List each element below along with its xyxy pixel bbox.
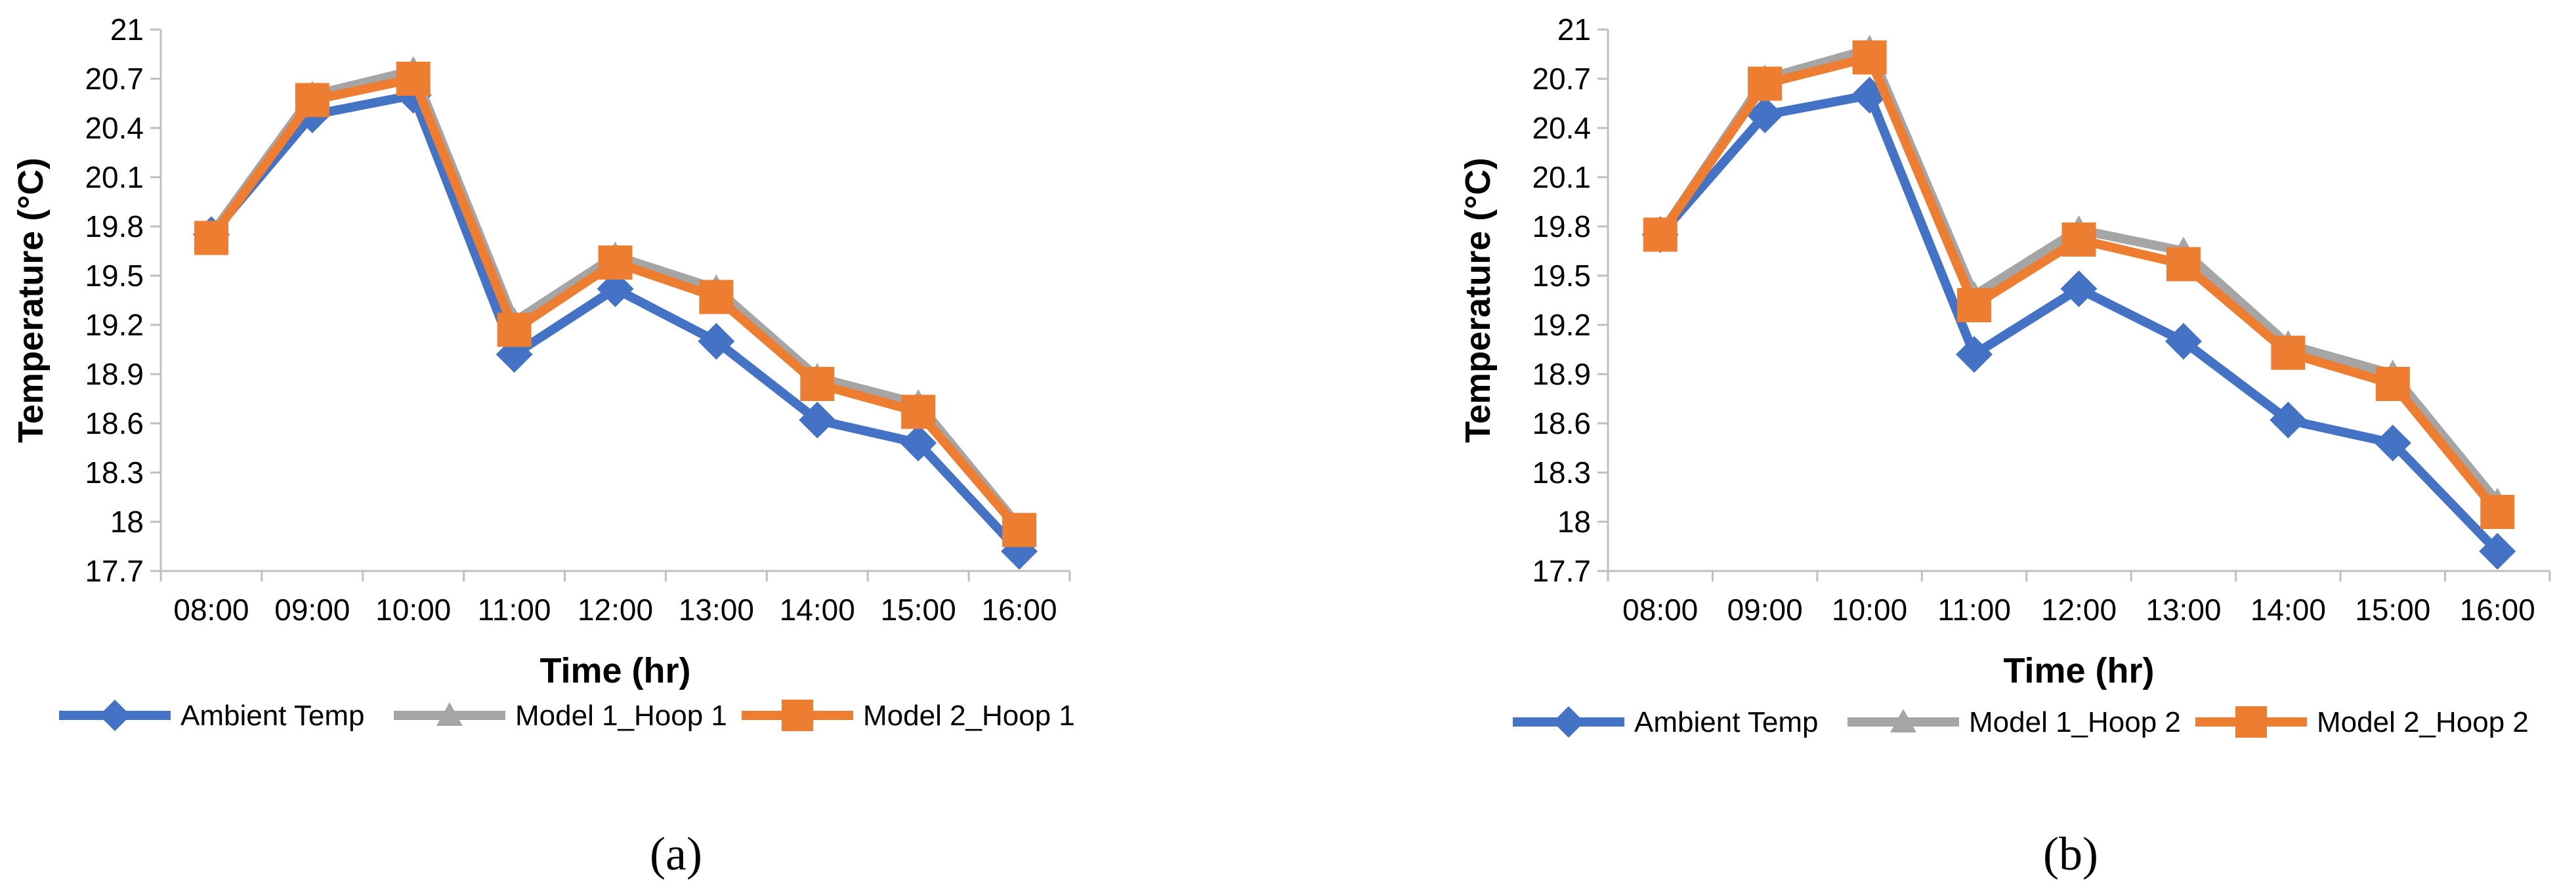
y-tick-label: 20.7	[85, 62, 144, 96]
x-tick-label: 08:00	[173, 593, 249, 627]
series-2-point	[497, 312, 532, 347]
series-line-0	[207, 91, 1023, 555]
y-tick-label: 18	[110, 505, 144, 539]
x-tick-label: 11:00	[1937, 593, 2011, 627]
y-tick-label: 18.6	[85, 406, 144, 440]
series-2-point	[2061, 222, 2096, 257]
x-tick-label: 11:00	[478, 593, 551, 627]
series-0-point	[900, 425, 937, 461]
series-0-point	[2479, 533, 2516, 570]
x-tick-label: 16:00	[2460, 593, 2535, 627]
legend-label-0: Ambient Temp	[180, 700, 364, 732]
y-tick-label: 20.1	[85, 160, 144, 194]
y-tick-label: 17.7	[1532, 554, 1591, 588]
series-line-0	[1657, 91, 2501, 555]
y-tick-label: 18.9	[85, 357, 144, 391]
series-2-point	[2166, 247, 2201, 282]
x-tick-label: 12:00	[578, 593, 653, 627]
series-0-point	[2270, 402, 2307, 438]
y-tick-label: 20.7	[1532, 62, 1591, 96]
series-2-point	[295, 83, 329, 117]
legend-marker-1	[1890, 709, 1916, 732]
legend-marker-1	[436, 702, 463, 726]
legend-marker-0	[1553, 706, 1584, 738]
series-0-point	[799, 402, 836, 438]
x-tick-label: 14:00	[780, 593, 855, 627]
series-0-point	[2164, 323, 2202, 360]
series-2-point	[901, 394, 936, 429]
x-tick-label: 09:00	[1727, 593, 1803, 627]
x-tick-label: 09:00	[274, 593, 350, 627]
series-2-point	[1643, 217, 1678, 252]
series-0-point	[698, 323, 735, 360]
y-tick-label: 20.4	[1532, 111, 1591, 145]
x-tick-label: 08:00	[1622, 593, 1698, 627]
series-2-point	[396, 62, 431, 96]
x-axis-title: Time (hr)	[539, 651, 690, 690]
series-2-point	[800, 367, 835, 401]
y-tick-label: 19.5	[85, 259, 144, 293]
chart-a: 17.7 18 18.3 18.6 18.9 19.2 19.5 19.8 20.1 20.4 20…	[11, 12, 1075, 732]
y-tick-label: 18.3	[1532, 455, 1591, 490]
y-tick-label: 19.5	[1532, 259, 1591, 293]
legend-label-2: Model 2_Hoop 1	[863, 700, 1075, 732]
series-0-point	[1746, 96, 1784, 133]
x-axis-title: Time (hr)	[2003, 651, 2154, 690]
panel-label-a: (a)	[650, 828, 702, 880]
x-tick-label: 14:00	[2250, 593, 2326, 627]
y-tick-label: 19.2	[1532, 308, 1591, 342]
series-2-point	[1748, 66, 1783, 101]
series-2-point	[2375, 367, 2410, 401]
x-tick-label: 13:00	[679, 593, 754, 627]
y-tick-label: 18.6	[1532, 406, 1591, 440]
y-tick-label: 18.3	[85, 455, 144, 490]
legend-marker-2	[2235, 706, 2267, 738]
series-2-point	[1957, 288, 1992, 322]
y-axis-title: Temperature (°C)	[1458, 158, 1498, 443]
chart-b: 17.7 18 18.3 18.6 18.9 19.2 19.5 19.8 20.1 20.4 20…	[1458, 12, 2551, 738]
panel-label-b: (b)	[2043, 828, 2098, 880]
y-tick-label: 18.9	[1532, 357, 1591, 391]
series-2-point	[194, 221, 228, 255]
x-tick-label: 10:00	[375, 593, 451, 627]
x-tick-label: 10:00	[1832, 593, 1907, 627]
y-tick-label: 19.2	[85, 308, 144, 342]
legend-label-1: Model 1_Hoop 2	[1969, 706, 2181, 738]
y-tick-label: 21	[1557, 12, 1591, 47]
y-tick-label: 18	[1557, 505, 1591, 539]
series-0-point	[2374, 425, 2411, 461]
series-2-point	[1852, 40, 1887, 75]
y-tick-label: 19.8	[1532, 209, 1591, 243]
x-tick-label: 15:00	[2355, 593, 2430, 627]
y-tick-label: 21	[110, 12, 144, 47]
legend-marker-0	[99, 700, 131, 731]
x-tick-label: 12:00	[2041, 593, 2117, 627]
series-2-point	[699, 280, 734, 314]
series-2-point	[598, 245, 633, 280]
x-tick-label: 15:00	[881, 593, 956, 627]
legend-label-2: Model 2_Hoop 2	[2317, 706, 2529, 738]
legend-label-0: Ambient Temp	[1634, 706, 1818, 738]
y-tick-label: 17.7	[85, 554, 144, 588]
y-axis-title: Temperature (°C)	[11, 158, 51, 443]
series-2-point	[1002, 513, 1037, 547]
y-tick-label: 20.1	[1532, 160, 1591, 194]
series-0-point	[1956, 336, 1993, 373]
series-2-point	[2271, 335, 2306, 370]
series-0-point	[2060, 270, 2098, 307]
x-tick-label: 16:00	[981, 593, 1057, 627]
series-2-point	[2480, 495, 2515, 529]
legend-marker-2	[782, 700, 813, 731]
x-tick-label: 13:00	[2145, 593, 2221, 627]
legend-label-1: Model 1_Hoop 1	[515, 700, 727, 732]
y-tick-label: 19.8	[85, 209, 144, 243]
y-tick-label: 20.4	[85, 111, 144, 145]
